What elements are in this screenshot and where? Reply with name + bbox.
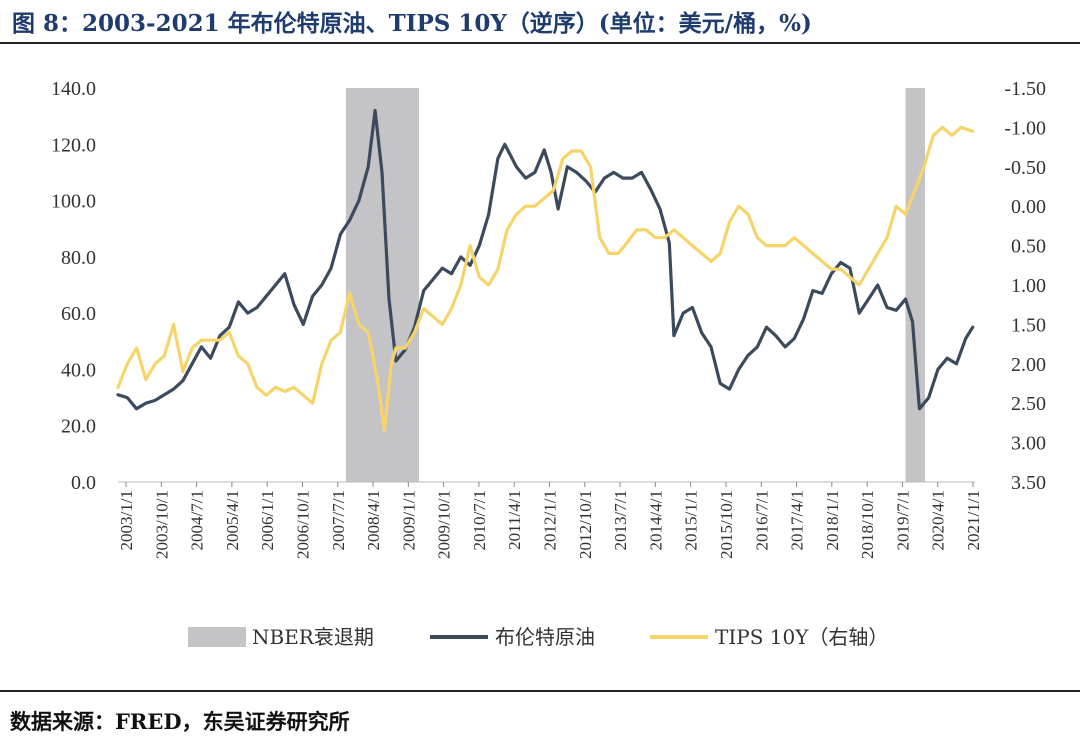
x-tick-label: 2008/4/1 [364, 490, 383, 550]
right-tick-label: 0.00 [1011, 196, 1046, 218]
axes: 0.0 20.0 40.0 60.0 80.0 100.0 120.0 140.0 -1.50 -… [51, 78, 1046, 559]
x-tick-label: 2018/10/1 [858, 490, 877, 559]
right-tick-label: 3.50 [1011, 472, 1046, 494]
right-tick-label: 1.00 [1011, 275, 1046, 297]
legend-label-recession: NBER衰退期 [252, 625, 374, 649]
x-tick-label: 2006/1/1 [258, 490, 277, 550]
left-tick-label: 20.0 [61, 416, 96, 438]
series-lines [116, 108, 975, 433]
x-tick-label: 2021/1/1 [964, 490, 983, 550]
x-tick-label: 2012/1/1 [541, 490, 560, 550]
right-tick-label: -1.00 [1004, 117, 1046, 139]
recession-band-1 [905, 88, 925, 482]
x-tick-label: 2007/7/1 [329, 490, 348, 550]
left-tick-label: 80.0 [61, 247, 96, 269]
x-tick-label: 2017/4/1 [788, 490, 807, 550]
x-tick-label: 2018/1/1 [823, 490, 842, 550]
right-tick-label: 3.00 [1011, 433, 1046, 455]
x-tick-label: 2009/10/1 [435, 490, 454, 559]
x-tick-label: 2009/1/1 [399, 490, 418, 550]
x-tick-label: 2013/7/1 [611, 490, 630, 550]
legend: NBER衰退期 布伦特原油 TIPS 10Y（右轴） [188, 625, 888, 649]
left-tick-label: 120.0 [51, 134, 96, 156]
tips-10y-line [116, 125, 975, 433]
brent-oil-line [116, 108, 975, 411]
legend-label-tips: TIPS 10Y（右轴） [715, 625, 888, 649]
left-tick-label: 100.0 [51, 191, 96, 213]
x-tick-label: 2015/1/1 [682, 490, 701, 550]
left-tick-label: 60.0 [61, 303, 96, 325]
x-tick-label: 2004/7/1 [188, 490, 207, 550]
legend-swatch-recession [188, 627, 246, 647]
x-tick-label: 2012/10/1 [576, 490, 595, 559]
right-tick-label: 0.50 [1011, 236, 1046, 258]
chart-title: 图 8：2003-2021 年布伦特原油、TIPS 10Y（逆序）(单位：美元/… [12, 10, 812, 37]
source-note: 数据来源：FRED，东吴证券研究所 [10, 709, 350, 734]
left-tick-label: 0.0 [71, 472, 96, 494]
legend-label-oil: 布伦特原油 [495, 625, 595, 649]
right-tick-label: -0.50 [1004, 157, 1046, 179]
left-tick-label: 140.0 [51, 78, 96, 100]
x-tick-label: 2011/4/1 [505, 490, 524, 550]
x-tick-label: 2015/10/1 [717, 490, 736, 559]
x-tick-label: 2020/4/1 [929, 490, 948, 550]
recession-bands [345, 88, 925, 482]
title-divider [0, 42, 1080, 44]
x-tick-label: 2003/1/1 [117, 490, 136, 550]
left-tick-label: 40.0 [61, 359, 96, 381]
x-tick-label: 2006/10/1 [293, 490, 312, 559]
right-tick-label: 1.50 [1011, 314, 1046, 336]
right-tick-label: -1.50 [1004, 78, 1046, 100]
x-tick-label: 2016/7/1 [752, 490, 771, 550]
x-tick-label: 2014/4/1 [646, 490, 665, 550]
right-tick-label: 2.50 [1011, 393, 1046, 415]
x-tick-label: 2019/7/1 [893, 490, 912, 550]
x-tick-label: 2010/7/1 [470, 490, 489, 550]
right-tick-label: 2.00 [1011, 354, 1046, 376]
x-tick-label: 2005/4/1 [223, 490, 242, 550]
source-divider [0, 690, 1080, 692]
x-tick-label: 2003/10/1 [152, 490, 171, 559]
